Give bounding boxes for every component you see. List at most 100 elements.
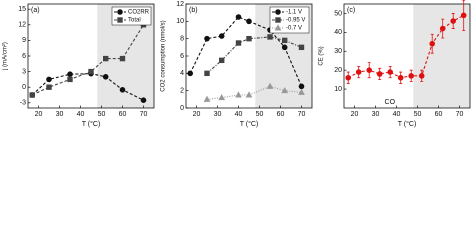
plot-frame — [343, 3, 471, 109]
marker — [281, 87, 289, 94]
marker — [29, 92, 35, 98]
marker — [429, 40, 436, 47]
y-tick-label: 12 — [176, 1, 184, 8]
y-tick-label: 4 — [180, 70, 184, 77]
marker — [267, 34, 273, 40]
legend-label: Total — [128, 18, 141, 24]
marker — [408, 73, 415, 79]
marker — [235, 91, 242, 98]
legend-label: -0.95 V — [286, 18, 305, 24]
x-tick-label: 70 — [140, 111, 148, 118]
legend-marker — [274, 24, 282, 31]
marker — [119, 87, 126, 93]
marker — [119, 55, 126, 62]
x-tick-label: 20 — [193, 111, 201, 118]
x-tick-label: 70 — [456, 111, 464, 118]
marker — [67, 76, 73, 83]
marker — [204, 35, 210, 42]
marker — [387, 69, 394, 75]
annotation: CO — [385, 99, 396, 106]
legend-label: -0.7 V — [286, 26, 302, 32]
marker — [67, 71, 73, 77]
x-tick-label: 60 — [119, 111, 127, 118]
x-tick-label: 50 — [256, 111, 264, 118]
marker — [245, 91, 253, 98]
y-tick-label: 9 — [22, 37, 26, 44]
marker — [298, 88, 305, 95]
marker — [187, 70, 193, 77]
marker — [246, 35, 252, 42]
marker — [298, 83, 305, 90]
marker — [266, 82, 274, 89]
y-tick-label: 40 — [334, 29, 342, 36]
marker — [355, 69, 362, 75]
y-tick-label: 3 — [22, 68, 26, 75]
marker — [235, 14, 242, 20]
y-tick-label: 0 — [180, 105, 184, 112]
x-tick-label: 60 — [435, 111, 443, 118]
marker — [46, 76, 52, 83]
x-tick-label: 40 — [235, 111, 243, 118]
x-tick-label: 40 — [393, 111, 401, 118]
marker — [103, 55, 109, 62]
x-tick-label: 30 — [214, 111, 222, 118]
marker — [281, 44, 288, 51]
y-tick-label: 6 — [22, 53, 26, 60]
shaded-region — [413, 4, 470, 108]
y-axis-label: CO2 consumption (nmol/s) — [161, 20, 167, 91]
y-tick-label: 0 — [22, 84, 26, 91]
marker — [366, 67, 373, 73]
panel-label: (a) — [31, 7, 40, 14]
marker — [397, 74, 404, 81]
marker — [102, 74, 109, 80]
y-tick-label: 30 — [334, 48, 342, 55]
marker — [235, 40, 242, 46]
marker — [140, 97, 147, 103]
marker — [46, 84, 52, 90]
y-axis-label: CE (%) — [319, 46, 325, 65]
x-axis-label: T (°C) — [240, 120, 259, 128]
y-tick-label: 20 — [334, 67, 342, 74]
y-tick-label: 50 — [334, 10, 342, 17]
marker — [298, 44, 305, 51]
legend-label: CO2RR — [128, 10, 150, 16]
x-tick-label: 50 — [98, 111, 106, 118]
marker — [203, 95, 211, 102]
marker — [450, 18, 457, 24]
panel-label: (c) — [347, 7, 355, 14]
x-tick-label: 40 — [77, 111, 85, 118]
x-axis-label: T (°C) — [82, 120, 101, 128]
x-tick-label: 50 — [414, 111, 422, 118]
y-tick-label: 12 — [18, 22, 26, 29]
marker — [88, 68, 94, 75]
legend-marker — [117, 9, 123, 15]
x-tick-label: 60 — [277, 111, 285, 118]
marker — [218, 33, 225, 39]
marker — [219, 57, 225, 64]
x-tick-label: 70 — [298, 111, 306, 118]
legend-label: -1.1 V — [286, 10, 302, 16]
y-tick-label: 10 — [334, 86, 342, 93]
x-tick-label: 20 — [35, 111, 43, 118]
y-tick-label: -3 — [20, 100, 26, 107]
marker — [376, 71, 383, 77]
legend-marker — [275, 9, 281, 15]
marker — [246, 18, 252, 25]
panel-label: (b) — [189, 7, 198, 14]
marker — [345, 74, 352, 81]
marker — [204, 70, 210, 77]
y-tick-label: 15 — [18, 6, 26, 13]
marker — [439, 25, 446, 32]
marker — [218, 93, 226, 101]
y-tick-label: 10 — [176, 18, 184, 25]
y-tick-label: 8 — [180, 36, 184, 43]
x-tick-label: 30 — [56, 111, 64, 118]
marker — [282, 37, 288, 44]
x-axis-label: T (°C) — [398, 120, 417, 128]
y-tick-label: 6 — [180, 53, 184, 60]
marker — [418, 73, 425, 79]
y-tick-label: 2 — [180, 88, 184, 95]
legend-marker — [275, 17, 281, 23]
x-tick-label: 20 — [351, 111, 359, 118]
